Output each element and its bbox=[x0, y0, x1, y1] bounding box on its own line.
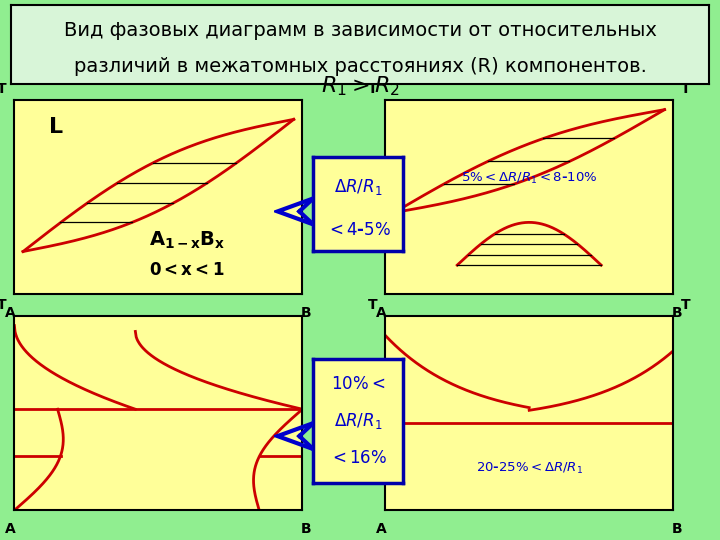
Text: B: B bbox=[301, 306, 311, 320]
Text: $\mathbf{0<x<1}$: $\mathbf{0<x<1}$ bbox=[150, 261, 225, 279]
Text: $\Delta R/R_1$: $\Delta R/R_1$ bbox=[334, 177, 382, 197]
Text: $R_1>R_2$: $R_1>R_2$ bbox=[320, 75, 400, 98]
Text: Вид фазовых диаграмм в зависимости от относительных: Вид фазовых диаграмм в зависимости от от… bbox=[63, 21, 657, 40]
Text: различий в межатомных расстояниях (R) компонентов.: различий в межатомных расстояниях (R) ко… bbox=[73, 57, 647, 76]
Text: $\mathbf{A_{1-x}B_x}$: $\mathbf{A_{1-x}B_x}$ bbox=[149, 230, 225, 251]
Text: T: T bbox=[367, 82, 377, 96]
Text: T: T bbox=[681, 82, 691, 96]
Text: A: A bbox=[377, 306, 387, 320]
Text: T: T bbox=[367, 298, 377, 312]
Text: B: B bbox=[672, 306, 682, 320]
Text: $<16\%$: $<16\%$ bbox=[329, 449, 387, 468]
Text: A: A bbox=[6, 306, 16, 320]
Text: $\Delta R/R_1$: $\Delta R/R_1$ bbox=[334, 411, 382, 431]
Text: A: A bbox=[6, 522, 16, 536]
Text: A: A bbox=[377, 522, 387, 536]
Text: $5\%< \Delta R/R_1<8$-$10\%$: $5\%< \Delta R/R_1<8$-$10\%$ bbox=[461, 171, 598, 186]
Text: B: B bbox=[672, 522, 682, 536]
Text: $<4$-$5\%$: $<4$-$5\%$ bbox=[325, 221, 391, 239]
Text: L: L bbox=[49, 117, 63, 137]
Text: T: T bbox=[681, 298, 691, 312]
Text: T: T bbox=[0, 298, 6, 312]
Text: $20$-$25\%< \Delta R/R_1$: $20$-$25\%< \Delta R/R_1$ bbox=[476, 461, 582, 476]
Text: T: T bbox=[0, 82, 6, 96]
Text: B: B bbox=[301, 522, 311, 536]
Text: $10\%<$: $10\%<$ bbox=[331, 375, 385, 393]
